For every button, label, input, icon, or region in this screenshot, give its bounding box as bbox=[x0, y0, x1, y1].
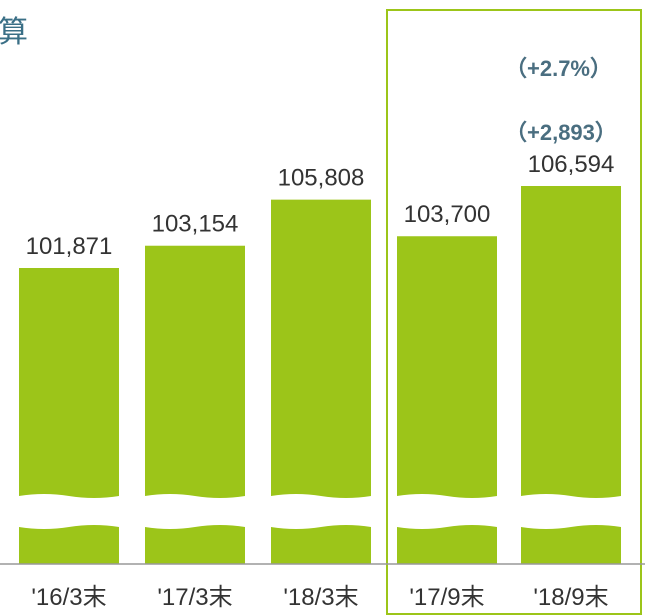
axis-break-0 bbox=[19, 494, 119, 529]
category-label-3: '17/9末 bbox=[409, 584, 484, 611]
highlight-box bbox=[386, 9, 642, 615]
value-label-2: 105,808 bbox=[278, 165, 365, 192]
change-abs-annotation: （+2,893） bbox=[505, 120, 617, 145]
category-label-2: '18/3末 bbox=[283, 584, 358, 611]
axis-break-1 bbox=[145, 494, 245, 529]
value-label-0: 101,871 bbox=[26, 233, 113, 260]
chart-title: 算 bbox=[0, 15, 28, 50]
value-labels-group: 101,871 103,154 105,808 103,700 106,594 bbox=[26, 151, 615, 260]
category-label-4: '18/9末 bbox=[533, 584, 608, 611]
value-label-3: 103,700 bbox=[404, 201, 491, 228]
category-labels-group: '16/3末 '17/3末 '18/3末 '17/9末 '18/9末 bbox=[31, 584, 608, 611]
category-label-1: '17/3末 bbox=[157, 584, 232, 611]
category-label-0: '16/3末 bbox=[31, 584, 106, 611]
axis-break-2 bbox=[271, 494, 371, 529]
axis-break-3 bbox=[397, 494, 497, 529]
value-label-1: 103,154 bbox=[152, 211, 239, 238]
axis-break-group bbox=[19, 494, 621, 529]
change-pct-annotation: （+2.7%） bbox=[505, 56, 612, 81]
axis-break-4 bbox=[521, 494, 621, 529]
value-label-4: 106,594 bbox=[528, 151, 615, 178]
